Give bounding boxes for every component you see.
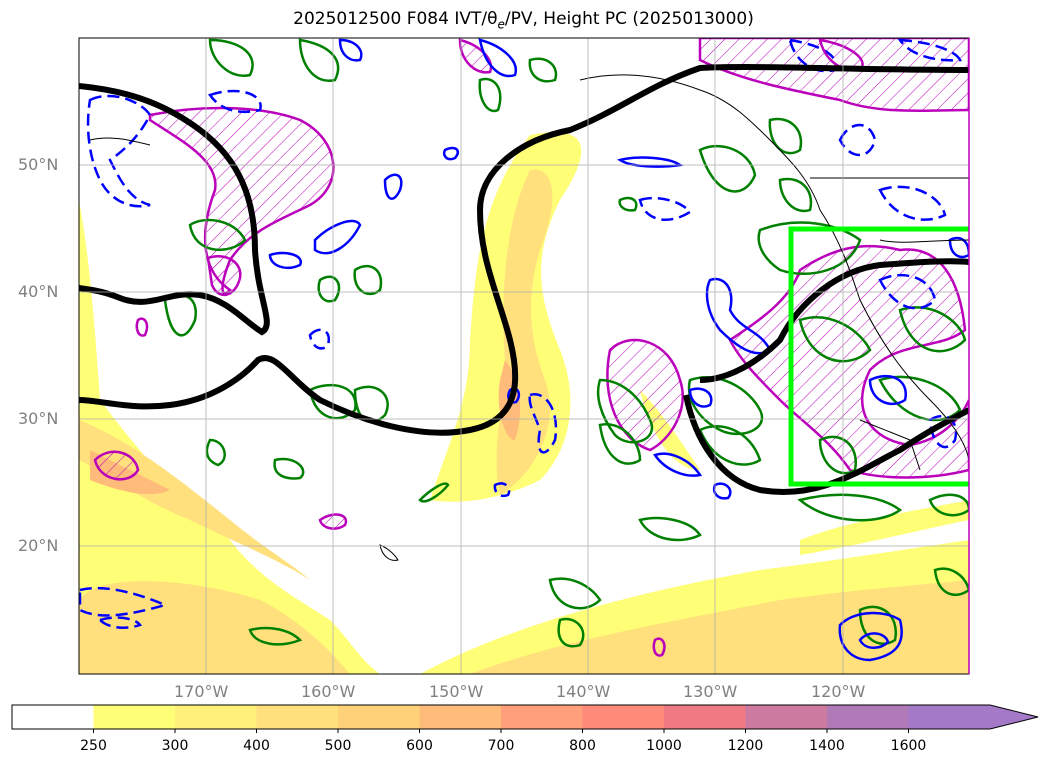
- colorbar-tick-label: 1600: [890, 738, 927, 754]
- colorbar-tick-label: 500: [324, 738, 352, 754]
- coastlines: [89, 74, 969, 561]
- colorbar-segment: [419, 705, 501, 729]
- lon-label-120w: 120°W: [811, 682, 866, 701]
- colorbar: [11, 704, 1039, 733]
- colorbar-tick-label: 250: [80, 738, 107, 754]
- colorbar-tick-label: 1400: [809, 738, 845, 754]
- colorbar-segment: [93, 705, 175, 729]
- lon-label-140w: 140°W: [556, 682, 611, 701]
- colorbar-tick-label: 1000: [646, 738, 682, 754]
- colorbar-segment: [501, 705, 583, 729]
- colorbar-segment: [664, 705, 746, 729]
- height-contours: [79, 64, 969, 495]
- lat-label-40n: 40°N: [18, 282, 59, 301]
- colorbar-tick-label: 1200: [727, 738, 764, 754]
- map-title: 2025012500 F084 IVT/θe/PV, Height PC (20…: [293, 9, 754, 32]
- colorbar-tick-label: 800: [569, 738, 596, 754]
- blue-dashed-contours: [79, 38, 962, 629]
- colorbar-segment: [338, 705, 420, 729]
- colorbar-tick-label: 600: [406, 738, 433, 754]
- colorbar-segment: [745, 705, 827, 729]
- colorbar-segment: [908, 705, 1038, 729]
- lon-label-170w: 170°W: [174, 682, 229, 701]
- region-highlight-box: [788, 226, 969, 487]
- colorbar-segment: [827, 705, 909, 729]
- colorbar-segment-below: [12, 705, 94, 729]
- lat-label-20n: 20°N: [18, 536, 59, 555]
- colorbar-tick-label: 300: [161, 738, 189, 754]
- colorbar-segment: [256, 705, 338, 729]
- colorbar-segment: [582, 705, 664, 729]
- colorbar-segment: [175, 705, 257, 729]
- colorbar-tick-label: 400: [243, 738, 270, 754]
- green-contours: [163, 38, 969, 648]
- lon-label-150w: 150°W: [429, 682, 484, 701]
- lat-label-50n: 50°N: [18, 155, 59, 174]
- colorbar-outline: [11, 704, 1039, 730]
- colorbar-tick-label: 700: [487, 738, 515, 754]
- lon-label-130w: 130°W: [683, 682, 738, 701]
- grid-lines: [79, 38, 969, 674]
- lat-label-30n: 30°N: [18, 409, 59, 428]
- lon-label-160w: 160°W: [301, 682, 356, 701]
